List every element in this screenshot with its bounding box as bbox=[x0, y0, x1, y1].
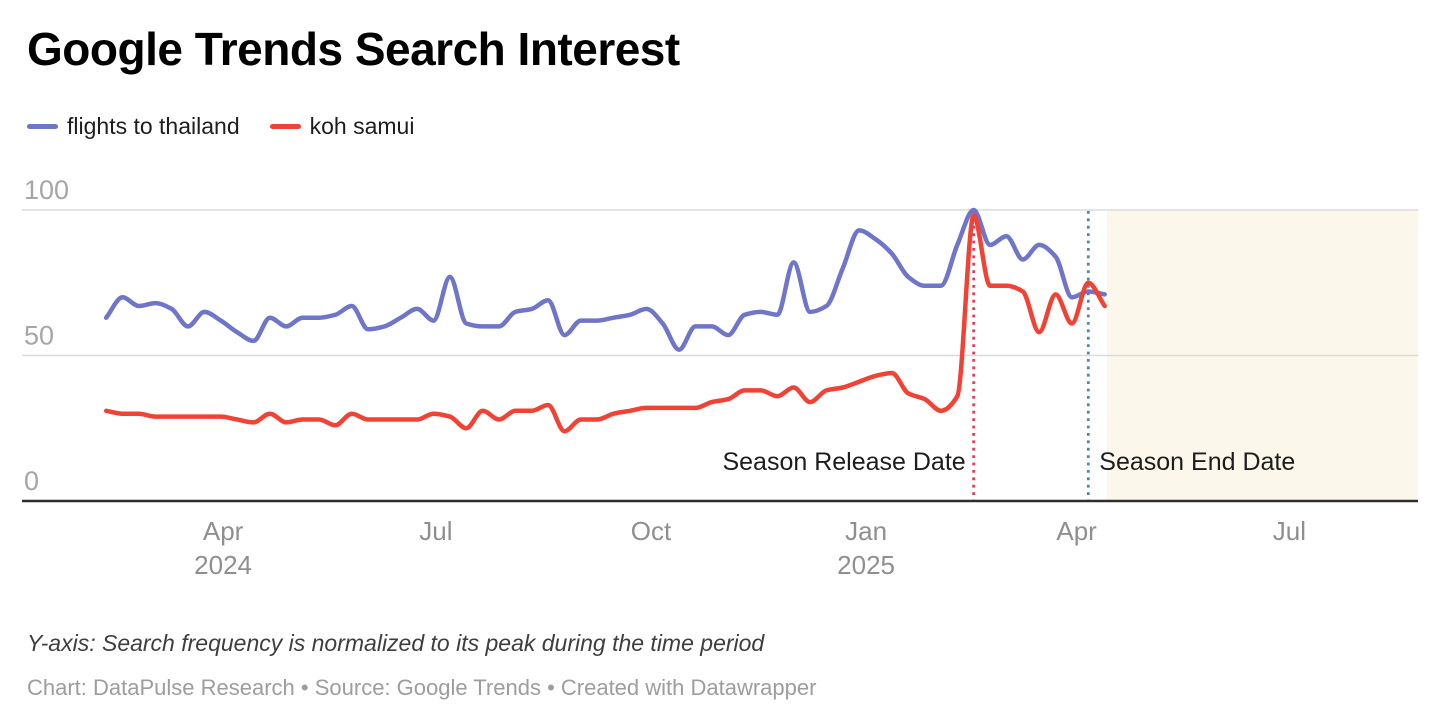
legend-label-flights: flights to thailand bbox=[67, 113, 240, 139]
x-tick-label-apr: Apr bbox=[1056, 516, 1097, 546]
legend-label-koh-samui: koh samui bbox=[309, 113, 415, 139]
x-tick-year-2025: 2025 bbox=[837, 550, 895, 580]
x-tick-label-jul: Jul bbox=[1273, 516, 1306, 546]
legend-item-flights: flights to thailand bbox=[27, 113, 240, 140]
legend: flights to thailand koh samui bbox=[27, 113, 414, 140]
koh-samui-line bbox=[103, 213, 1107, 434]
y-tick-label-0: 0 bbox=[24, 466, 39, 496]
season-release-label: Season Release Date bbox=[722, 448, 965, 476]
x-tick-label-jan: Jan bbox=[845, 516, 887, 546]
season-end-label: Season End Date bbox=[1099, 448, 1295, 476]
legend-item-koh-samui: koh samui bbox=[269, 113, 415, 140]
y-tick-label-50: 50 bbox=[24, 321, 54, 351]
y-axis-labels: 100 50 0 bbox=[24, 175, 69, 496]
y-axis-note: Y-axis: Search frequency is normalized t… bbox=[27, 630, 765, 656]
x-tick-label-jul: Jul bbox=[419, 516, 452, 546]
x-tick-label-apr: Apr bbox=[203, 516, 244, 546]
y-tick-label-100: 100 bbox=[24, 175, 69, 205]
page-title: Google Trends Search Interest bbox=[27, 23, 680, 75]
legend-swatch-flights-icon bbox=[27, 124, 58, 129]
chart-credit: Chart: DataPulse Research • Source: Goog… bbox=[27, 675, 817, 700]
legend-swatch-koh-samui-icon bbox=[269, 124, 301, 129]
x-axis-labels: Apr 2024 Jul Oct Jan 2025 Apr Jul bbox=[194, 516, 1306, 580]
gridlines bbox=[22, 209, 1418, 357]
x-tick-label-oct: Oct bbox=[631, 516, 672, 546]
x-tick-year-2024: 2024 bbox=[194, 550, 252, 580]
flights-to-thailand-line bbox=[103, 207, 1107, 352]
